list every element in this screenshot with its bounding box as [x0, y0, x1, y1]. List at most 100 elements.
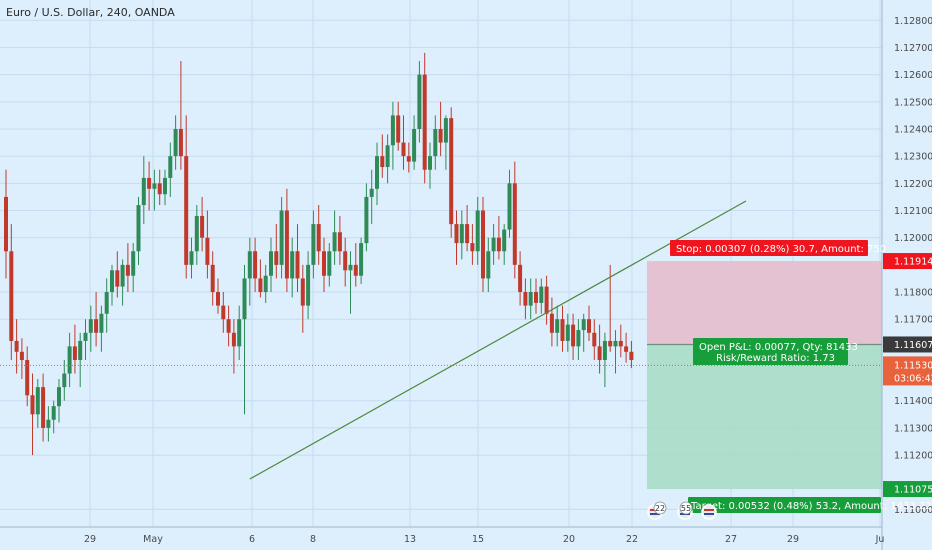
candle-body: [131, 251, 136, 276]
price-tick-label: 1.12800: [894, 16, 932, 27]
candle: [449, 107, 454, 238]
candle-body: [189, 251, 194, 265]
candle: [184, 115, 189, 279]
time-tick-label: 8: [310, 534, 316, 545]
candle-body: [72, 346, 77, 360]
candle: [136, 196, 141, 265]
candle: [311, 210, 316, 279]
candle: [576, 319, 581, 360]
candle: [226, 305, 231, 347]
price-tick-label: 1.12500: [894, 97, 932, 108]
candle-body: [592, 332, 597, 347]
event-badge-circle: [653, 501, 667, 515]
candle-body: [348, 264, 353, 271]
candle: [14, 319, 19, 374]
candle-body: [51, 406, 56, 420]
candle: [263, 264, 268, 303]
price-tick-label: 1.12600: [894, 70, 932, 81]
candle: [221, 292, 226, 333]
candle-body: [253, 251, 258, 279]
candle: [205, 210, 210, 279]
candle: [571, 313, 576, 360]
time-tick-label: May: [143, 534, 163, 545]
current-price-marker-text: 1.11530: [894, 360, 932, 371]
candle: [602, 332, 607, 388]
candle-body: [486, 251, 491, 279]
candle-body: [322, 251, 326, 276]
stop-price-marker-text: 1.11914: [894, 257, 932, 268]
entry-price-marker-bg: [883, 336, 932, 353]
candle-body: [528, 292, 533, 306]
event-badge: 55: [679, 501, 693, 515]
candle-body: [555, 319, 560, 333]
candle: [231, 319, 236, 374]
candle: [35, 378, 40, 428]
candle: [300, 264, 305, 333]
candle-body: [279, 210, 284, 265]
candle-body: [587, 319, 591, 333]
candle-body: [602, 340, 607, 360]
time-tick-label: 13: [404, 534, 416, 545]
candle-body: [459, 224, 464, 244]
candle-body: [396, 115, 401, 143]
candle: [168, 142, 173, 197]
candle: [624, 332, 629, 363]
candle: [30, 373, 35, 456]
candle-body: [115, 270, 120, 287]
candle: [110, 264, 114, 306]
candle: [258, 259, 263, 298]
candle: [396, 101, 401, 151]
candle-body: [470, 243, 475, 252]
candle: [369, 169, 374, 225]
pnl-label-line2: Risk/Reward Ratio: 1.73: [716, 353, 835, 364]
stop-zone: [647, 261, 882, 345]
candle: [178, 61, 183, 170]
candle: [210, 251, 215, 306]
trendline: [249, 200, 747, 480]
candle: [364, 183, 369, 252]
candle: [88, 305, 93, 352]
candle-body: [168, 156, 173, 178]
price-tick-label: 1.12700: [894, 43, 932, 54]
candle: [316, 205, 321, 265]
candle-body: [30, 395, 35, 415]
target-label-bg: [688, 497, 881, 513]
candle: [157, 169, 162, 206]
candle-body: [613, 340, 618, 347]
candle-body: [200, 215, 205, 238]
event-badge-circle: [679, 501, 693, 515]
candle: [560, 305, 565, 352]
candle-body: [502, 229, 507, 252]
candle-body: [231, 332, 236, 347]
candle: [173, 115, 178, 170]
candle: [544, 275, 549, 325]
price-tick-label: 1.11800: [894, 288, 932, 299]
candle: [147, 161, 152, 211]
candle-body: [300, 278, 305, 306]
candle: [25, 346, 30, 407]
candle: [629, 340, 634, 369]
candle: [337, 215, 342, 265]
candle: [613, 330, 618, 374]
candle: [332, 210, 337, 265]
candle-body: [35, 387, 40, 415]
event-badge: 22: [653, 501, 667, 515]
candle-body: [311, 224, 316, 265]
candle-body: [438, 128, 443, 143]
candle-body: [496, 237, 501, 252]
candle-body: [597, 346, 602, 360]
candle: [216, 278, 220, 314]
candle-body: [99, 313, 104, 333]
candle-body: [512, 183, 517, 265]
target-label: Target: 0.00532 (0.48%) 53.2, Amount: 14…: [688, 497, 932, 513]
price-tick-label: 1.11000: [894, 505, 932, 516]
candle: [200, 196, 205, 252]
candle-body: [147, 177, 152, 189]
candle: [417, 61, 422, 143]
candle: [274, 224, 279, 279]
candle-body: [523, 292, 528, 306]
candle: [141, 156, 146, 225]
candle: [306, 251, 311, 320]
